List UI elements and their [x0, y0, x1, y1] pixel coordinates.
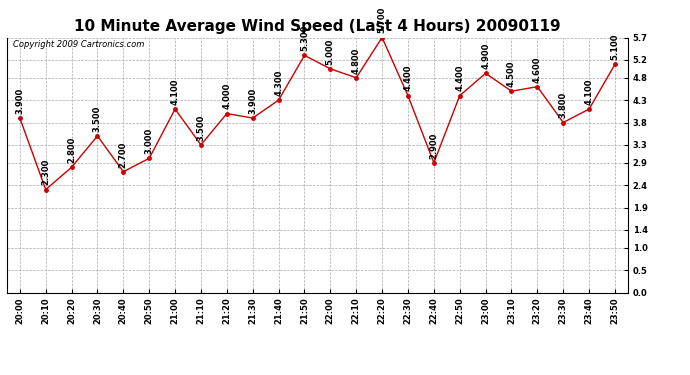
- Text: 4.500: 4.500: [507, 60, 516, 87]
- Text: 5.300: 5.300: [300, 25, 309, 51]
- Text: 2.300: 2.300: [41, 159, 50, 186]
- Text: 2.900: 2.900: [429, 132, 438, 159]
- Text: 4.400: 4.400: [404, 65, 413, 92]
- Text: 5.000: 5.000: [326, 38, 335, 64]
- Text: 10 Minute Average Wind Speed (Last 4 Hours) 20090119: 10 Minute Average Wind Speed (Last 4 Hou…: [74, 19, 561, 34]
- Text: 3.900: 3.900: [15, 88, 24, 114]
- Text: 5.700: 5.700: [377, 7, 386, 33]
- Text: 5.100: 5.100: [611, 34, 620, 60]
- Text: 3.500: 3.500: [197, 114, 206, 141]
- Text: 3.500: 3.500: [93, 105, 102, 132]
- Text: 4.400: 4.400: [455, 65, 464, 92]
- Text: 4.100: 4.100: [170, 78, 179, 105]
- Text: 4.800: 4.800: [352, 47, 361, 74]
- Text: 2.700: 2.700: [119, 141, 128, 168]
- Text: 4.100: 4.100: [584, 78, 593, 105]
- Text: 4.600: 4.600: [533, 56, 542, 82]
- Text: 3.900: 3.900: [248, 88, 257, 114]
- Text: 2.800: 2.800: [67, 137, 76, 163]
- Text: 4.900: 4.900: [481, 43, 490, 69]
- Text: 3.000: 3.000: [145, 128, 154, 154]
- Text: Copyright 2009 Cartronics.com: Copyright 2009 Cartronics.com: [13, 40, 144, 49]
- Text: 3.800: 3.800: [559, 92, 568, 118]
- Text: 4.300: 4.300: [274, 70, 283, 96]
- Text: 4.000: 4.000: [222, 83, 231, 110]
